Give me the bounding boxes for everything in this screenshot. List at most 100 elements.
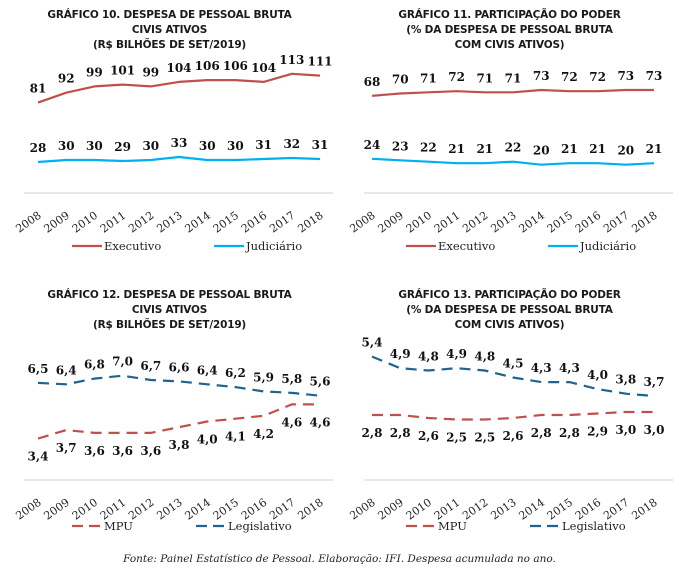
data-label: 3,7 xyxy=(644,375,665,389)
data-label: 29 xyxy=(114,140,131,154)
data-label: 24 xyxy=(364,138,381,152)
data-label: 99 xyxy=(142,65,159,79)
legend-label: Executivo xyxy=(438,239,495,253)
data-label: 113 xyxy=(279,53,304,67)
data-label: 72 xyxy=(448,70,465,84)
data-label: 4,6 xyxy=(310,415,331,429)
legend-label: Judiciário xyxy=(245,239,302,253)
chart-panel-11: GRÁFICO 11. PARTICIPAÇÃO DO PODER (% DA … xyxy=(340,0,679,280)
title-line: CIVIS ATIVOS xyxy=(131,304,208,316)
data-label: 2,6 xyxy=(503,429,524,443)
chart-title: GRÁFICO 11. PARTICIPAÇÃO DO PODER (% DA … xyxy=(340,8,679,53)
series-line-judiciário xyxy=(371,157,655,166)
x-tick-label: 2008 xyxy=(347,496,377,523)
x-tick-label: 2009 xyxy=(42,496,72,523)
data-label: 4,8 xyxy=(418,350,439,364)
data-label: 33 xyxy=(171,136,188,150)
data-label: 20 xyxy=(617,144,634,158)
data-label: 3,4 xyxy=(28,450,49,464)
title-line: GRÁFICO 13. PARTICIPAÇÃO DO PODER xyxy=(398,289,621,301)
data-label: 6,4 xyxy=(197,363,218,377)
x-tick-label: 2010 xyxy=(70,496,100,523)
data-label: 6,8 xyxy=(84,358,105,372)
data-label: 3,8 xyxy=(615,373,636,387)
chart-panel-10: GRÁFICO 10. DESPESA DE PESSOAL BRUTA CIV… xyxy=(0,0,339,280)
x-tick-label: 2017 xyxy=(601,209,631,236)
data-label: 71 xyxy=(476,71,493,85)
title-line: (R$ BILHÕES DE SET/2019) xyxy=(92,319,247,331)
chart-title: GRÁFICO 13. PARTICIPAÇÃO DO PODER (% DA … xyxy=(340,288,679,333)
x-tick-label: 2012 xyxy=(460,209,490,236)
title-line: GRÁFICO 12. DESPESA DE PESSOAL BRUTA xyxy=(47,289,292,301)
data-label: 71 xyxy=(505,71,522,85)
line-chart: 2008200920102011201220132014201520162017… xyxy=(13,355,333,533)
data-label: 30 xyxy=(142,139,159,153)
chart-panel-12: GRÁFICO 12. DESPESA DE PESSOAL BRUTA CIV… xyxy=(0,280,339,560)
data-label: 3,6 xyxy=(112,444,133,458)
data-label: 4,1 xyxy=(225,430,246,444)
data-label: 4,0 xyxy=(197,433,218,447)
chart-title: GRÁFICO 10. DESPESA DE PESSOAL BRUTA CIV… xyxy=(0,8,339,53)
x-tick-label: 2011 xyxy=(432,209,462,236)
x-tick-label: 2013 xyxy=(488,209,518,236)
x-tick-label: 2013 xyxy=(488,496,518,523)
data-label: 4,0 xyxy=(587,368,608,382)
x-tick-label: 2014 xyxy=(183,496,213,523)
data-label: 28 xyxy=(30,141,47,155)
data-label: 6,4 xyxy=(56,363,77,377)
data-label: 104 xyxy=(251,61,276,75)
data-label: 2,8 xyxy=(390,426,411,440)
data-label: 22 xyxy=(505,141,522,155)
data-label: 6,6 xyxy=(169,360,190,374)
data-label: 4,9 xyxy=(446,347,467,361)
data-label: 106 xyxy=(195,59,220,73)
data-label: 31 xyxy=(312,138,329,152)
series-line-legislativo xyxy=(37,374,321,397)
data-label: 5,6 xyxy=(310,375,331,389)
data-label: 3,0 xyxy=(644,423,665,437)
data-label: 4,5 xyxy=(503,357,524,371)
chart-panel-13: GRÁFICO 13. PARTICIPAÇÃO DO PODER (% DA … xyxy=(340,280,679,560)
x-tick-label: 2012 xyxy=(126,209,156,236)
legend-label: Legislativo xyxy=(228,519,292,533)
data-label: 4,6 xyxy=(281,415,302,429)
title-line: (% DA DESPESA DE PESSOAL BRUTA xyxy=(406,24,613,36)
x-tick-label: 2010 xyxy=(70,209,100,236)
title-line: GRÁFICO 10. DESPESA DE PESSOAL BRUTA xyxy=(47,9,292,21)
data-label: 2,8 xyxy=(559,426,580,440)
x-tick-label: 2010 xyxy=(404,496,434,523)
x-tick-label: 2010 xyxy=(404,209,434,236)
x-tick-label: 2018 xyxy=(295,209,325,236)
title-line: GRÁFICO 11. PARTICIPAÇÃO DO PODER xyxy=(398,9,621,21)
data-label: 70 xyxy=(392,73,409,87)
legend-label: Executivo xyxy=(104,239,161,253)
data-label: 30 xyxy=(199,139,216,153)
data-label: 4,9 xyxy=(390,347,411,361)
data-label: 3,0 xyxy=(615,423,636,437)
data-label: 4,2 xyxy=(253,427,274,441)
series-line-legislativo xyxy=(371,355,655,398)
x-tick-label: 2014 xyxy=(517,496,547,523)
title-line: COM CIVIS ATIVOS) xyxy=(454,319,565,331)
data-label: 2,8 xyxy=(362,426,383,440)
x-tick-label: 2013 xyxy=(154,209,184,236)
data-label: 21 xyxy=(476,142,493,156)
series-line-executivo xyxy=(37,72,321,104)
legend-label: Legislativo xyxy=(562,519,626,533)
data-label: 21 xyxy=(448,142,465,156)
x-tick-label: 2016 xyxy=(239,209,269,236)
series-line-judiciário xyxy=(37,155,321,164)
x-tick-label: 2016 xyxy=(573,209,603,236)
x-tick-label: 2008 xyxy=(13,209,43,236)
data-label: 101 xyxy=(110,64,135,78)
data-label: 22 xyxy=(420,141,437,155)
legend-label: Judiciário xyxy=(579,239,636,253)
data-label: 3,7 xyxy=(56,441,77,455)
source-note: Fonte: Painel Estatístico de Pessoal. El… xyxy=(123,553,556,565)
x-tick-label: 2018 xyxy=(295,496,325,523)
data-label: 6,2 xyxy=(225,366,246,380)
x-tick-label: 2013 xyxy=(154,496,184,523)
data-label: 104 xyxy=(166,61,191,75)
title-line: CIVIS ATIVOS xyxy=(131,24,208,36)
data-label: 21 xyxy=(589,142,606,156)
